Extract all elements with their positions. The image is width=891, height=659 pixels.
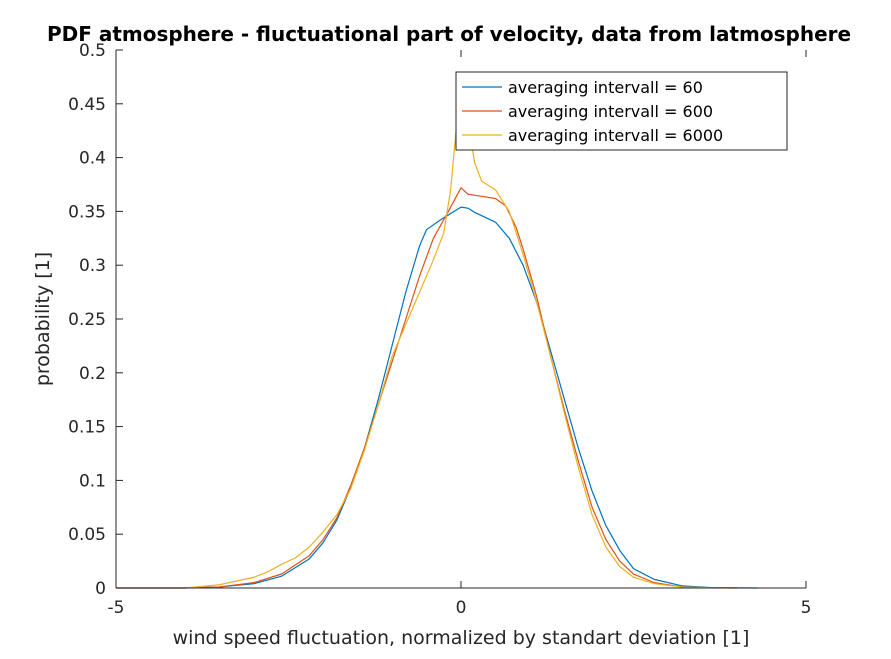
x-ticks: -5 0 5 [108,50,812,618]
y-tick-label: 0.2 [79,364,106,384]
y-tick-label: 0.45 [68,95,106,115]
x-tick-label: 0 [456,598,467,618]
y-tick-label: 0.5 [79,41,106,61]
legend-label-2: averaging intervall = 6000 [508,126,723,145]
legend-label-1: averaging intervall = 600 [508,102,713,121]
y-tick-label: 0.05 [68,525,106,545]
x-tick-label: 5 [801,598,812,618]
y-tick-label: 0.35 [68,202,106,222]
x-tick-label: -5 [108,598,125,618]
chart-title: PDF atmosphere - fluctuational part of v… [47,22,851,46]
series-line-0 [116,206,758,589]
x-axis-label: wind speed fluctuation, normalized by st… [173,627,750,649]
legend-label-0: averaging intervall = 60 [508,78,703,97]
y-tick-label: 0.15 [68,418,106,438]
legend: averaging intervall = 60 averaging interv… [455,71,788,151]
legend-box [455,71,788,151]
y-tick-label: 0 [95,579,106,599]
y-ticks: 0 0.05 0.1 0.15 0.2 0.25 0.3 0.35 0.4 0.45 0.5 [68,41,123,599]
y-tick-label: 0.1 [79,471,106,491]
y-tick-label: 0.25 [68,310,106,330]
y-tick-label: 0.4 [79,149,106,169]
series-line-1 [116,187,738,589]
y-axis-label: probability [1] [32,252,54,386]
y-tick-label: 0.3 [79,256,106,276]
